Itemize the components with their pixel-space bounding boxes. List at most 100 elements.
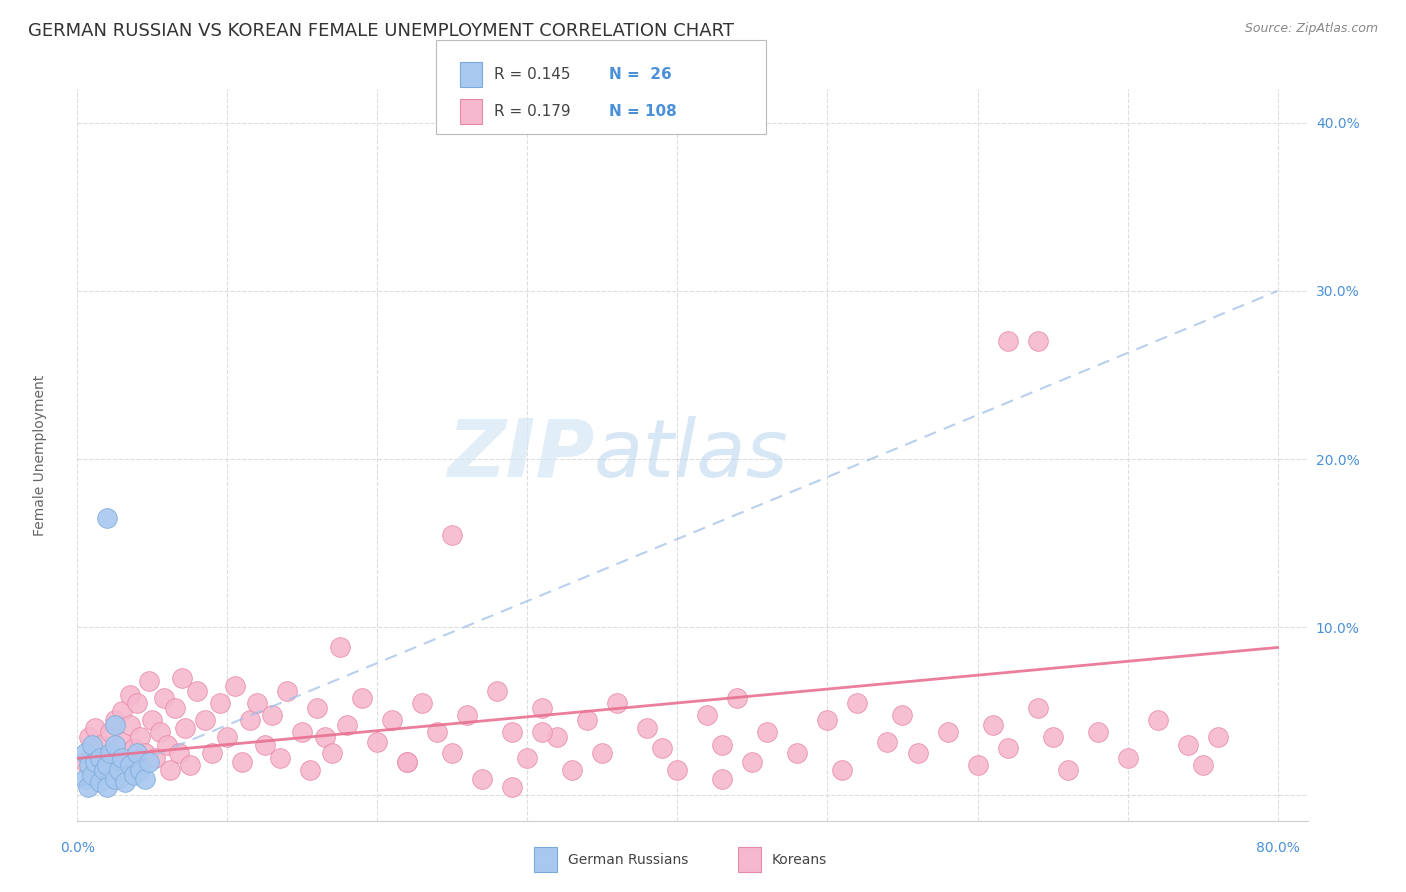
Point [741,755,763,769]
Point [1026,701,1049,715]
Point [606,696,628,710]
Point [329,640,352,655]
Point [1026,334,1049,349]
Point [831,763,853,777]
Point [314,730,336,744]
Point [104,772,127,786]
Point [456,707,478,722]
Point [727,690,749,705]
Point [846,696,869,710]
Point [96,758,118,772]
Point [127,747,149,761]
Point [441,528,464,542]
Point [298,763,321,777]
Point [89,738,111,752]
Point [1087,724,1109,739]
Point [907,747,929,761]
Point [89,775,111,789]
Point [104,713,127,727]
Point [174,721,197,735]
Text: ZIP: ZIP [447,416,595,494]
Point [104,718,127,732]
Point [997,741,1019,756]
Point [966,758,988,772]
Point [486,684,509,698]
Point [138,755,160,769]
Point [98,724,121,739]
Point [276,684,298,698]
Point [201,747,224,761]
Text: GERMAN RUSSIAN VS KOREAN FEMALE UNEMPLOYMENT CORRELATION CHART: GERMAN RUSSIAN VS KOREAN FEMALE UNEMPLOY… [28,22,734,40]
Point [73,755,96,769]
Point [1206,730,1229,744]
Text: 0.0%: 0.0% [60,841,94,855]
Point [73,747,96,761]
Point [531,701,554,715]
Point [124,741,146,756]
Point [997,334,1019,349]
Point [111,704,134,718]
Point [82,747,104,761]
Point [501,780,523,794]
Point [84,721,107,735]
Point [471,772,494,786]
Point [96,763,118,777]
Point [143,751,166,765]
Point [111,734,134,748]
Point [108,763,131,777]
Point [98,747,121,761]
Point [172,671,194,685]
Point [253,738,276,752]
Text: R = 0.145: R = 0.145 [494,67,569,82]
Point [96,758,118,772]
Point [352,690,374,705]
Point [129,730,152,744]
Text: Koreans: Koreans [772,853,827,867]
Point [179,758,201,772]
Point [269,751,291,765]
Point [666,763,689,777]
Text: N = 108: N = 108 [609,104,676,120]
Point [149,724,172,739]
Point [336,718,359,732]
Point [591,747,613,761]
Point [546,730,568,744]
Point [561,763,583,777]
Point [127,763,149,777]
Point [1056,763,1078,777]
Point [79,730,101,744]
Point [891,707,914,722]
Text: N =  26: N = 26 [609,67,672,82]
Point [93,763,115,777]
Text: R = 0.179: R = 0.179 [494,104,569,120]
Text: Source: ZipAtlas.com: Source: ZipAtlas.com [1244,22,1378,36]
Point [696,707,718,722]
Point [239,713,262,727]
Point [104,747,127,761]
Point [1116,751,1139,765]
Point [441,747,464,761]
Point [93,751,115,765]
Point [159,763,181,777]
Point [817,713,839,727]
Point [73,772,96,786]
Point [426,724,449,739]
Point [208,696,231,710]
Point [1191,758,1213,772]
Point [89,751,111,765]
Point [82,768,104,782]
Point [104,738,127,752]
Point [516,751,538,765]
Point [262,707,284,722]
Point [134,747,156,761]
Point [118,718,141,732]
Point [76,780,98,794]
Point [711,772,734,786]
Point [114,755,136,769]
Point [396,755,419,769]
Point [138,674,160,689]
Point [756,724,779,739]
Point [124,768,146,782]
Point [651,741,673,756]
Point [129,763,152,777]
